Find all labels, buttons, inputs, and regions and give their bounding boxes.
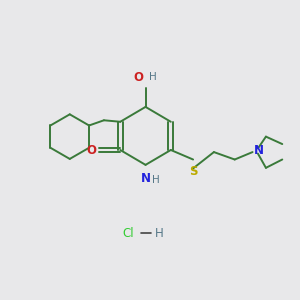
Text: N: N — [254, 144, 264, 157]
Text: Cl: Cl — [122, 227, 134, 240]
Text: H: H — [152, 175, 160, 185]
Text: O: O — [134, 71, 143, 84]
Text: S: S — [189, 165, 198, 178]
Text: H: H — [154, 227, 163, 240]
Text: H: H — [149, 72, 157, 82]
Text: N: N — [140, 172, 151, 185]
Text: O: O — [86, 143, 97, 157]
